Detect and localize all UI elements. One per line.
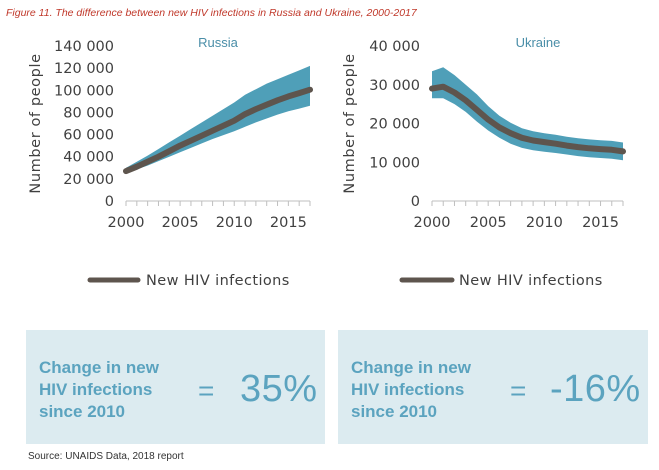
russia-change-value: 35% xyxy=(240,368,318,410)
panel-title: Russia xyxy=(198,35,239,50)
y-tick-label: 10 000 xyxy=(369,155,420,171)
y-tick-label: 100 000 xyxy=(54,83,114,99)
x-tick-label: 2010 xyxy=(526,215,563,231)
y-tick-label: 0 xyxy=(105,194,114,210)
y-tick-label: 40 000 xyxy=(63,150,114,166)
y-axis-label: Number of people xyxy=(28,53,44,193)
panel-title: Ukraine xyxy=(516,35,561,50)
ukraine-chart: Ukraine Number of people 0 10 000 20 000 30 0… xyxy=(318,26,638,306)
y-tick-label: 120 000 xyxy=(54,61,114,77)
legend-label: New HIV infections xyxy=(146,273,290,289)
x-tick-label: 2005 xyxy=(162,215,199,231)
ukraine-chart-svg: Ukraine Number of people 0 10 000 20 000 30 0… xyxy=(342,35,626,289)
figure-title: Figure 11. The difference between new HI… xyxy=(6,7,417,19)
ukraine-change-equals: = xyxy=(510,375,527,406)
series-line-new-hiv-infections xyxy=(429,83,626,155)
y-tick-label: 0 xyxy=(411,194,420,210)
russia-change-label: Change in new HIV infections since 2010 xyxy=(39,358,159,421)
russia-chart: Russia Number of people 0 20 000 40 000 60 00… xyxy=(0,26,320,306)
x-tick-label: 2000 xyxy=(108,215,145,231)
x-tick-label: 2010 xyxy=(216,215,253,231)
russia-chart-svg: Russia Number of people 0 20 000 40 000 60 00… xyxy=(28,35,313,289)
y-tick-label: 30 000 xyxy=(369,78,420,94)
ukraine-change-label: Change in new HIV infections since 2010 xyxy=(351,358,471,421)
x-tick-label: 2005 xyxy=(470,215,507,231)
x-tick-label: 2000 xyxy=(414,215,451,231)
y-tick-label: 40 000 xyxy=(369,39,420,55)
russia-change-box: Change in new HIV infections since 2010 … xyxy=(26,330,325,444)
y-tick-label: 140 000 xyxy=(54,39,114,55)
y-tick-label: 20 000 xyxy=(63,172,114,188)
x-tick-label: 2015 xyxy=(582,215,619,231)
y-tick-label: 20 000 xyxy=(369,117,420,133)
y-tick-label: 60 000 xyxy=(63,128,114,144)
series-line-new-hiv-infections xyxy=(123,86,313,175)
russia-change-equals: = xyxy=(198,375,215,406)
source-note: Source: UNAIDS Data, 2018 report xyxy=(28,451,184,462)
y-tick-label: 80 000 xyxy=(63,105,114,121)
y-axis-label: Number of people xyxy=(342,53,358,193)
ukraine-change-value: -16% xyxy=(550,368,641,410)
legend-label: New HIV infections xyxy=(459,273,603,289)
x-tick-label: 2015 xyxy=(270,215,307,231)
ukraine-change-box: Change in new HIV infections since 2010 … xyxy=(338,330,648,444)
